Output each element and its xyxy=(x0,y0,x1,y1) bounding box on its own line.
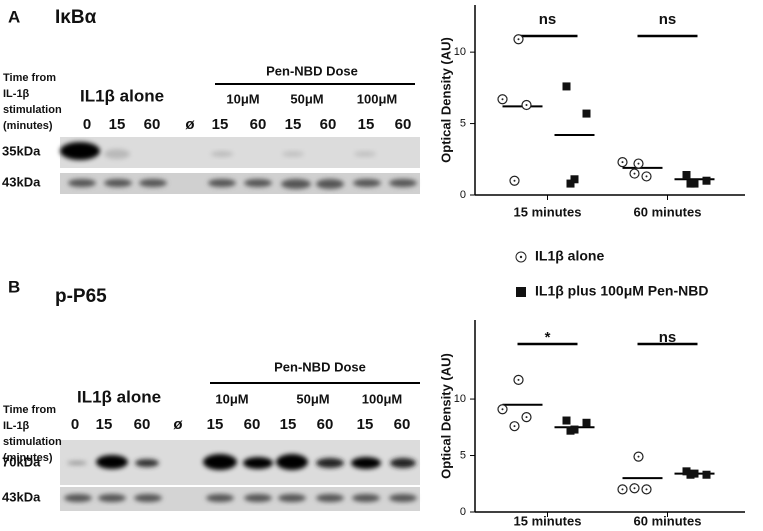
lane-label: 60 xyxy=(320,116,337,133)
point xyxy=(686,179,695,188)
time-label: (minutes) xyxy=(3,452,53,464)
lane-label: 15 xyxy=(109,116,126,133)
lane-label: 60 xyxy=(250,116,267,133)
point xyxy=(686,470,695,479)
lane-label: 60 xyxy=(317,416,334,433)
legend-label: IL1β plus 100μM Pen-NBD xyxy=(535,283,708,299)
dose-label: 10μM xyxy=(215,391,248,406)
point xyxy=(570,175,579,184)
point-dot xyxy=(517,378,520,381)
point xyxy=(562,82,571,91)
y-tick-label: 10 xyxy=(454,393,466,405)
lane-label: 0 xyxy=(71,416,79,433)
lane-label: 15 xyxy=(285,116,302,133)
lane-label: 15 xyxy=(96,416,113,433)
time-label: Time from xyxy=(3,404,56,416)
point xyxy=(582,109,591,118)
y-tick-label: 0 xyxy=(460,189,466,201)
protein-label: IκBα xyxy=(55,7,97,28)
y-axis-label: Optical Density (AU) xyxy=(438,353,453,479)
lane-label: 60 xyxy=(394,416,411,433)
point-dot xyxy=(645,488,648,491)
x-tick-label: 15 minutes xyxy=(514,513,582,528)
lane-label: 15 xyxy=(358,116,375,133)
lane-label: 60 xyxy=(144,116,161,133)
x-tick-label: 15 minutes xyxy=(514,204,582,219)
time-label: IL-1β xyxy=(3,420,30,432)
lane-label: 15 xyxy=(207,416,224,433)
dose-label: 100μM xyxy=(357,91,397,106)
alone-label: IL1β alone xyxy=(77,387,161,406)
time-label: stimulation xyxy=(3,104,62,116)
lane-label: 60 xyxy=(244,416,261,433)
time-label: Time from xyxy=(3,72,56,84)
legend-label: IL1β alone xyxy=(535,248,604,264)
point xyxy=(582,418,591,427)
point xyxy=(702,176,711,185)
dose-header: Pen-NBD Dose xyxy=(274,359,366,374)
significance-label: * xyxy=(545,329,551,346)
y-tick-label: 0 xyxy=(460,506,466,518)
x-tick-label: 60 minutes xyxy=(634,513,702,528)
point-dot xyxy=(637,455,640,458)
legend-marker-dot xyxy=(519,255,523,259)
lane-label: 15 xyxy=(280,416,297,433)
lane-label: 0 xyxy=(83,116,91,133)
alone-label: IL1β alone xyxy=(80,86,164,105)
point-dot xyxy=(501,98,504,101)
point-dot xyxy=(621,161,624,164)
point-dot xyxy=(633,487,636,490)
time-label: stimulation xyxy=(3,436,62,448)
kda-label: 43kDa xyxy=(2,489,41,504)
lane-label: ø xyxy=(185,116,195,133)
point xyxy=(702,470,711,479)
dose-label: 10μM xyxy=(226,91,259,106)
blot-b xyxy=(60,440,420,511)
lane-label: 15 xyxy=(357,416,374,433)
dose-header: Pen-NBD Dose xyxy=(266,63,358,78)
point xyxy=(566,426,575,435)
y-axis-label: Optical Density (AU) xyxy=(438,37,453,163)
point-dot xyxy=(645,175,648,178)
significance-label: ns xyxy=(659,11,677,28)
dose-label: 50μM xyxy=(296,391,329,406)
dose-label: 100μM xyxy=(362,391,402,406)
y-tick-label: 5 xyxy=(460,117,466,129)
point-dot xyxy=(637,162,640,165)
panel-label: B xyxy=(8,277,20,296)
panel-label: A xyxy=(8,7,20,26)
time-label: (minutes) xyxy=(3,120,53,132)
lane-label: 15 xyxy=(212,116,229,133)
significance-label: ns xyxy=(659,329,677,346)
x-tick-label: 60 minutes xyxy=(634,204,702,219)
blot-a xyxy=(60,137,420,194)
lane-label: 60 xyxy=(134,416,151,433)
kda-label: 35kDa xyxy=(2,143,41,158)
point-dot xyxy=(525,416,528,419)
point xyxy=(682,171,691,179)
legend-marker xyxy=(516,287,526,297)
y-tick-label: 10 xyxy=(454,46,466,58)
significance-label: ns xyxy=(539,11,557,28)
point-dot xyxy=(513,425,516,428)
point xyxy=(562,416,571,425)
point-dot xyxy=(525,104,528,106)
kda-label: 70kDa xyxy=(2,454,41,469)
kda-label: 43kDa xyxy=(2,174,41,189)
time-label: IL-1β xyxy=(3,88,30,100)
y-tick-label: 5 xyxy=(460,449,466,461)
lane-label: ø xyxy=(173,416,183,433)
point-dot xyxy=(501,408,504,411)
protein-label: p-P65 xyxy=(55,286,107,307)
dose-label: 50μM xyxy=(290,91,323,106)
point-dot xyxy=(633,172,636,175)
point xyxy=(566,179,575,188)
point-dot xyxy=(513,179,516,182)
lane-label: 60 xyxy=(395,116,412,133)
point-dot xyxy=(621,488,624,491)
point-dot xyxy=(517,38,520,41)
